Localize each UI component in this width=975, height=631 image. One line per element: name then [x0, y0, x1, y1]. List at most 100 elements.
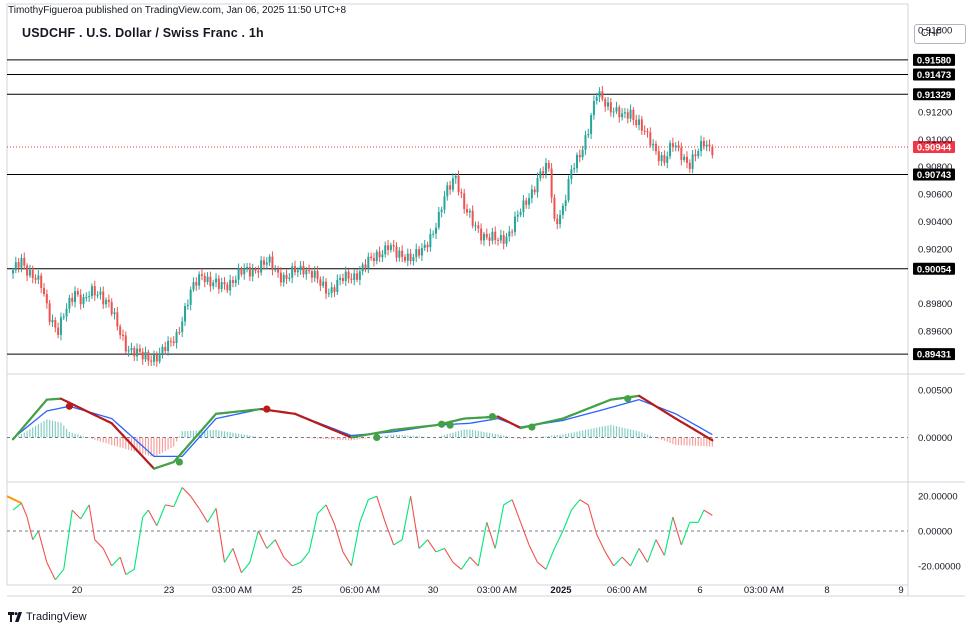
candle-body	[401, 250, 404, 257]
candle-body	[20, 257, 23, 268]
candle-body	[677, 145, 680, 148]
candle-body	[671, 143, 674, 147]
candle-body	[121, 334, 124, 336]
osc-segment	[317, 504, 327, 514]
candle-body	[409, 253, 412, 261]
level-tag	[913, 168, 955, 181]
tradingview-logo-icon	[8, 612, 22, 622]
candle-body	[279, 272, 282, 283]
candle-body	[327, 293, 330, 295]
candle-body	[623, 112, 626, 114]
candle-body	[423, 244, 426, 249]
osc-segment	[469, 556, 479, 567]
osc-segment	[37, 530, 48, 563]
candle-body	[153, 354, 155, 362]
candle-body	[130, 348, 133, 351]
osc-segment	[26, 516, 34, 540]
time-axis-tick: 30	[428, 585, 439, 596]
candle-body	[632, 109, 635, 120]
osc-segment	[80, 504, 90, 520]
candle-body	[567, 178, 570, 201]
currency-selector[interactable]: CHF	[914, 24, 966, 44]
candle-body	[674, 145, 677, 147]
candle-body	[243, 268, 246, 275]
candle-body	[305, 270, 308, 275]
osc-segment	[570, 499, 581, 511]
price-axis-tick: 0.91800	[918, 25, 952, 36]
osc-segment	[20, 502, 28, 518]
candle-body	[105, 299, 108, 305]
candle-body	[513, 216, 516, 233]
candle-body	[215, 278, 218, 283]
candle-body	[640, 119, 643, 131]
candle-body	[505, 236, 508, 244]
candle-body	[181, 321, 184, 333]
candle-body	[406, 253, 409, 261]
candle-body	[570, 169, 573, 179]
osc-segment	[638, 548, 648, 563]
candle-body	[294, 266, 296, 273]
candle-body	[502, 235, 505, 244]
osc-segment	[579, 499, 589, 506]
candle-body	[51, 320, 54, 323]
candle-body	[536, 177, 539, 193]
time-axis-tick: 8	[824, 585, 829, 596]
candle-body	[389, 245, 392, 250]
candle-body	[138, 348, 141, 352]
osc-segment	[384, 522, 395, 546]
macd-cross-marker	[446, 421, 454, 429]
candle-body	[711, 146, 714, 156]
osc-segment	[350, 522, 361, 566]
candle-body	[649, 132, 652, 146]
candle-body	[17, 262, 20, 268]
osc-axis-tick: -20.00000	[918, 561, 961, 572]
osc-segment	[207, 508, 217, 523]
candle-body	[28, 269, 31, 276]
osc-segment	[32, 530, 39, 541]
osc-segment	[486, 522, 496, 549]
macd-cross-marker	[528, 423, 536, 431]
candle-body	[581, 149, 584, 158]
candle-body	[372, 258, 375, 262]
candle-body	[257, 270, 260, 273]
candle-body	[519, 211, 522, 215]
candle-body	[528, 198, 531, 205]
tradingview-logo[interactable]: TradingView	[8, 611, 87, 623]
candle-body	[680, 147, 683, 160]
osc-segment	[63, 510, 73, 570]
candle-body	[265, 262, 268, 265]
candle-body	[102, 291, 105, 305]
candle-body	[350, 278, 353, 280]
candle-body	[246, 266, 249, 269]
candle-body	[666, 156, 669, 163]
osc-segment	[12, 502, 22, 511]
candle-body	[133, 348, 136, 357]
candle-body	[547, 162, 550, 169]
candle-body	[454, 175, 457, 179]
candle-body	[573, 168, 576, 170]
osc-segment	[587, 504, 598, 535]
osc-segment	[553, 530, 564, 549]
candle-body	[325, 281, 328, 294]
candle-body	[71, 297, 74, 303]
candle-body	[522, 200, 525, 212]
time-axis-tick: 9	[898, 585, 903, 596]
candle-body	[508, 231, 511, 237]
macd-cross-marker	[65, 402, 73, 410]
candle-body	[158, 353, 161, 362]
candle-body	[485, 233, 488, 238]
candle-body	[31, 269, 34, 278]
candle-body	[234, 279, 237, 283]
candle-body	[296, 270, 299, 273]
osc-segment	[215, 508, 226, 563]
osc-segment	[410, 496, 420, 549]
candle-body	[195, 282, 198, 286]
candle-body	[384, 245, 387, 255]
price-levels: 0.91580 0.91473 0.91329 0.90743 0.90054 0.894…	[7, 53, 955, 361]
candle-body	[590, 115, 593, 134]
candle-body	[638, 119, 641, 126]
candle-body	[155, 354, 158, 362]
osc-segment	[224, 548, 234, 563]
candle-body	[336, 279, 339, 292]
